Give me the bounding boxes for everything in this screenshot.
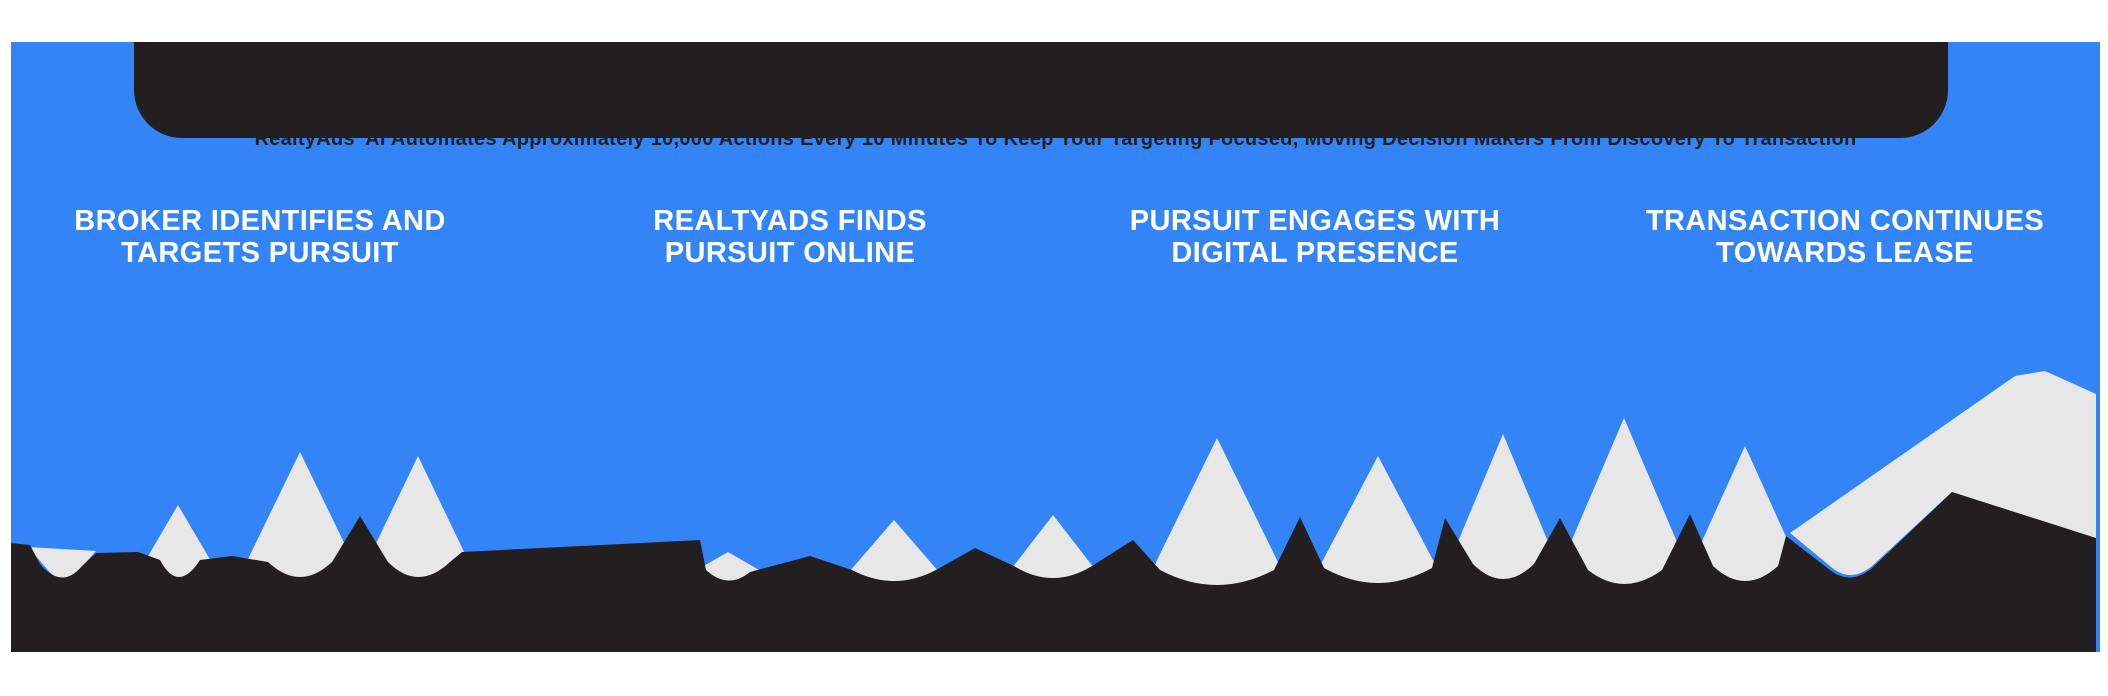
stage-title-broker-identifies: BROKER IDENTIFIES AND TARGETS PURSUIT [74, 205, 446, 269]
stage-title-pursuit-engages: PURSUIT ENGAGES WITH DIGITAL PRESENCE [1129, 205, 1501, 269]
stage-title-transaction-continues: TRANSACTION CONTINUES TOWARDS LEASE [1645, 205, 2045, 269]
stage-title-realtyads-finds: REALTYADS FINDS PURSUIT ONLINE [653, 205, 927, 269]
top-banner [134, 42, 1948, 138]
blue-sky-card: RealtyAds' AI Automates Approximately 10… [11, 42, 2100, 652]
